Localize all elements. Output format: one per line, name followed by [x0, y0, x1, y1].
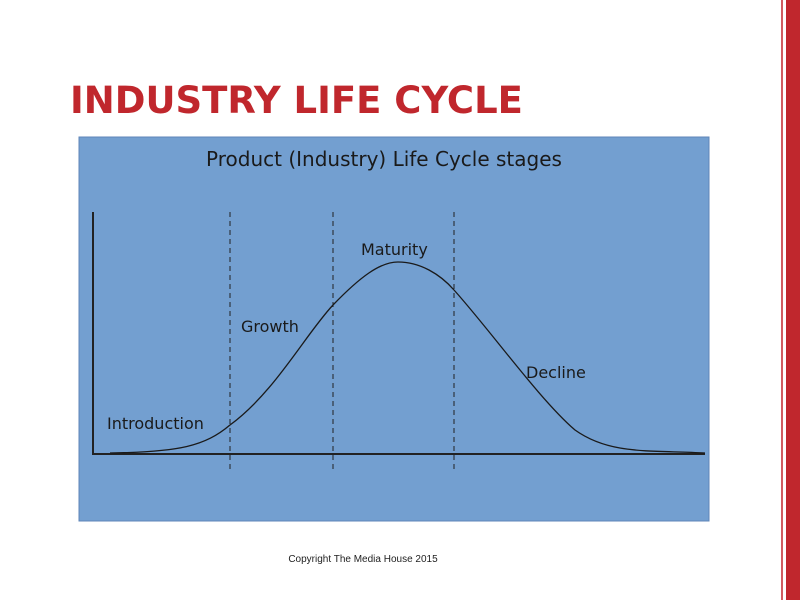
diagram-panel	[78, 136, 710, 522]
slide-title: INDUSTRY LIFE CYCLE	[70, 79, 523, 122]
life-cycle-curve	[109, 261, 706, 454]
diagram-title: Product (Industry) Life Cycle stages	[206, 147, 562, 171]
copyright: Copyright The Media House 2015	[288, 554, 438, 565]
stage-label: Growth	[241, 317, 299, 336]
accent-bar	[786, 0, 800, 600]
stage-label: Maturity	[361, 240, 428, 259]
stage-dividers	[229, 212, 455, 473]
stage-label: Decline	[526, 363, 586, 382]
stage-label: Introduction	[107, 414, 204, 433]
